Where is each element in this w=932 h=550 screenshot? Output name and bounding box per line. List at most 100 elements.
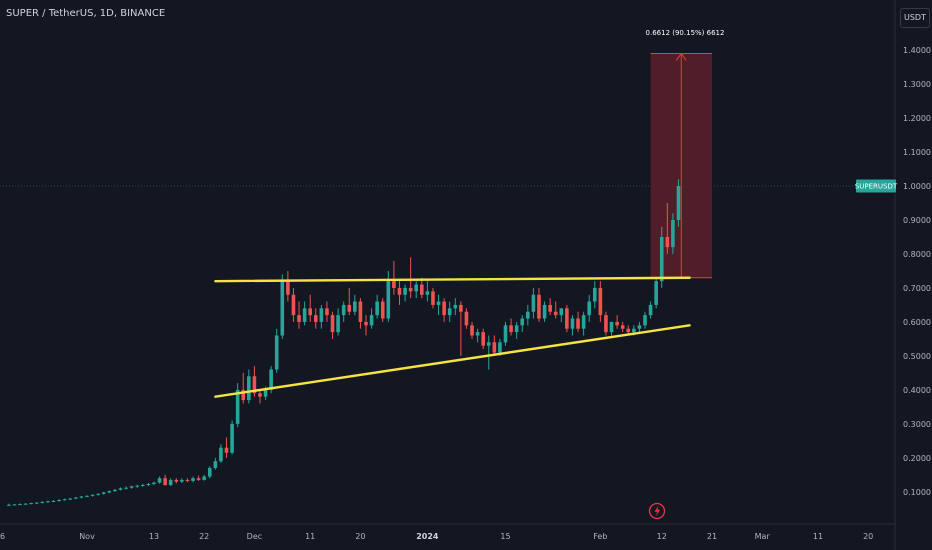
candle bbox=[129, 485, 134, 489]
candle bbox=[420, 277, 424, 299]
y-tick-label: 1.0000 bbox=[903, 182, 931, 191]
candle bbox=[90, 494, 95, 497]
candle-body bbox=[671, 219, 675, 248]
candle bbox=[671, 213, 675, 254]
x-tick-label: Mar bbox=[755, 532, 771, 541]
candle bbox=[297, 301, 301, 329]
y-tick-label: 1.2000 bbox=[903, 114, 931, 123]
candle bbox=[464, 308, 469, 329]
candle-body bbox=[141, 485, 145, 487]
candle bbox=[654, 277, 658, 309]
x-axis-labels: 6 Nov 13 22 Dec 11 20 2024 15 Feb 12 21 Mar 11 20 bbox=[0, 532, 873, 541]
candle-body bbox=[124, 487, 128, 489]
candle bbox=[576, 311, 580, 333]
y-tick-label: 0.8000 bbox=[903, 250, 931, 259]
candle-body bbox=[364, 321, 368, 326]
x-tick-label: 12 bbox=[657, 532, 667, 541]
candle bbox=[336, 308, 340, 336]
candle bbox=[408, 257, 413, 299]
candle-body bbox=[447, 308, 452, 316]
candle bbox=[180, 478, 184, 483]
candle bbox=[74, 496, 78, 500]
y-tick-label: 1.4000 bbox=[903, 46, 931, 55]
candle bbox=[274, 328, 279, 373]
candle-body bbox=[40, 502, 45, 504]
candle-body bbox=[676, 186, 681, 220]
candle bbox=[46, 500, 50, 503]
candle bbox=[403, 284, 407, 302]
candle bbox=[665, 202, 670, 254]
candle-body bbox=[531, 294, 536, 312]
candle bbox=[235, 383, 240, 428]
price-tag: SUPERUSDT bbox=[855, 179, 898, 193]
y-tick-label: 0.5000 bbox=[903, 352, 931, 361]
candle-body bbox=[96, 493, 100, 495]
candle bbox=[241, 372, 246, 404]
candle bbox=[230, 420, 234, 455]
candle bbox=[537, 287, 541, 322]
candle bbox=[520, 315, 525, 333]
candle-body bbox=[302, 308, 307, 322]
candle bbox=[553, 301, 558, 319]
candle-body bbox=[570, 318, 575, 329]
candle-body bbox=[386, 281, 391, 319]
candle bbox=[369, 308, 374, 329]
candle-body bbox=[107, 491, 112, 493]
candle-body bbox=[659, 236, 664, 282]
candle-body bbox=[553, 311, 558, 316]
currency-button[interactable]: USDT bbox=[900, 8, 930, 28]
candle-body bbox=[503, 325, 508, 343]
candle-body bbox=[498, 342, 502, 353]
lightning-icon[interactable] bbox=[648, 502, 666, 520]
candle-body bbox=[68, 498, 73, 500]
x-tick-label: Feb bbox=[593, 532, 607, 541]
candle bbox=[124, 486, 128, 490]
candle-body bbox=[414, 284, 419, 292]
candle-body bbox=[163, 478, 167, 486]
candle-body bbox=[263, 389, 268, 397]
target-zone bbox=[650, 52, 712, 279]
candle-body bbox=[7, 504, 11, 506]
candle bbox=[308, 294, 312, 322]
candle bbox=[12, 504, 17, 506]
candle bbox=[570, 315, 575, 336]
candle bbox=[247, 369, 251, 404]
candle bbox=[7, 503, 11, 507]
candle-body bbox=[118, 488, 123, 490]
x-tick-label: 2024 bbox=[416, 532, 439, 541]
candle-body bbox=[397, 287, 402, 295]
candles-group bbox=[7, 179, 681, 507]
candle-body bbox=[626, 328, 631, 333]
candle-body bbox=[157, 478, 162, 483]
x-tick-label: 11 bbox=[813, 532, 823, 541]
candle-body bbox=[152, 482, 156, 485]
candle bbox=[676, 179, 681, 227]
candle-body bbox=[202, 476, 206, 480]
candle bbox=[146, 482, 151, 487]
price-tag-bg bbox=[856, 179, 896, 193]
candle-body bbox=[191, 478, 195, 481]
candle-body bbox=[336, 315, 340, 333]
candle bbox=[207, 466, 212, 479]
candle-body bbox=[403, 287, 407, 295]
candle-body bbox=[408, 287, 413, 292]
candle bbox=[358, 298, 363, 329]
candle-body bbox=[565, 308, 569, 329]
candle bbox=[509, 318, 513, 336]
candle bbox=[475, 328, 480, 343]
candle bbox=[213, 457, 218, 470]
candle-body bbox=[62, 499, 67, 501]
candle bbox=[291, 287, 296, 322]
candle bbox=[163, 474, 167, 486]
candle bbox=[34, 502, 39, 504]
candle-body bbox=[604, 315, 608, 333]
candle bbox=[486, 335, 491, 370]
candle-body bbox=[392, 281, 396, 288]
candle-body bbox=[101, 492, 106, 494]
candle-body bbox=[280, 281, 285, 336]
candle bbox=[514, 321, 519, 339]
trendline-support bbox=[214, 324, 691, 398]
y-tick-label: 0.7000 bbox=[903, 284, 931, 293]
